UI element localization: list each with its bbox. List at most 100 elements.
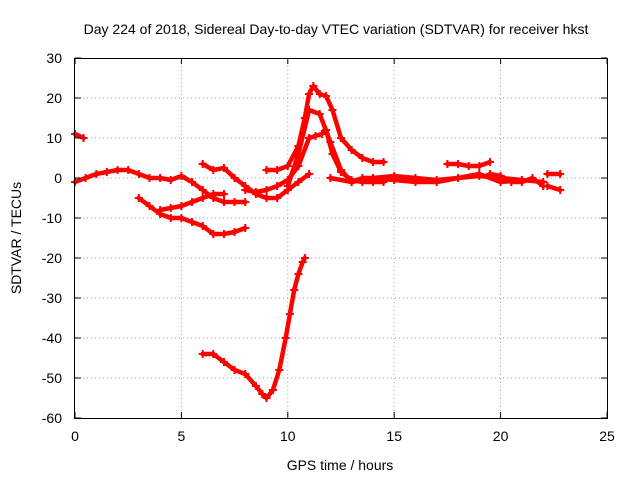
data-point bbox=[145, 202, 154, 210]
data-point bbox=[102, 168, 111, 176]
data-point bbox=[124, 166, 133, 174]
data-point bbox=[268, 386, 277, 394]
data-point bbox=[258, 390, 267, 398]
data-point bbox=[209, 190, 218, 198]
data-point bbox=[81, 174, 90, 182]
data-point bbox=[230, 366, 239, 374]
data-point bbox=[543, 170, 552, 178]
y-tick-label: -40 bbox=[42, 330, 62, 346]
x-tick-label: 25 bbox=[599, 428, 615, 444]
data-point bbox=[528, 174, 537, 182]
data-point bbox=[198, 186, 207, 194]
data-point bbox=[322, 92, 331, 100]
data-point bbox=[283, 162, 292, 170]
chart-title: Day 224 of 2018, Sidereal Day-to-day VTE… bbox=[84, 21, 589, 37]
data-point bbox=[241, 198, 250, 206]
data-point bbox=[432, 178, 441, 186]
data-point bbox=[326, 138, 335, 146]
y-tick-label: 0 bbox=[54, 170, 62, 186]
data-point bbox=[315, 110, 324, 118]
data-point bbox=[305, 90, 314, 98]
data-point bbox=[230, 198, 239, 206]
x-tick-label: 20 bbox=[493, 428, 509, 444]
series-track-f bbox=[200, 255, 308, 401]
data-point bbox=[285, 310, 294, 318]
data-point bbox=[305, 106, 314, 114]
data-point bbox=[326, 174, 335, 182]
data-point bbox=[262, 166, 271, 174]
data-point bbox=[156, 206, 165, 214]
data-point bbox=[454, 160, 463, 168]
data-point bbox=[485, 158, 494, 166]
data-point bbox=[219, 164, 228, 172]
data-point bbox=[368, 158, 377, 166]
y-tick-label: -20 bbox=[42, 250, 62, 266]
series-layer bbox=[71, 82, 565, 402]
plot-frame bbox=[74, 58, 608, 419]
data-point bbox=[134, 170, 143, 178]
data-point bbox=[251, 382, 260, 390]
x-tick-label: 0 bbox=[71, 428, 79, 444]
y-tick-label: -30 bbox=[42, 290, 62, 306]
x-tick-label: 5 bbox=[178, 428, 186, 444]
x-axis-label: GPS time / hours bbox=[287, 457, 394, 473]
data-point bbox=[262, 194, 271, 202]
data-point bbox=[209, 350, 218, 358]
data-point bbox=[219, 358, 228, 366]
y-tick-label: -60 bbox=[42, 410, 62, 426]
data-point bbox=[188, 198, 197, 206]
data-point bbox=[281, 334, 290, 342]
data-point bbox=[198, 350, 207, 358]
data-point bbox=[219, 190, 228, 198]
data-point bbox=[230, 228, 239, 236]
data-point bbox=[317, 130, 326, 138]
data-point bbox=[262, 186, 271, 194]
data-point bbox=[311, 132, 320, 140]
data-point bbox=[219, 230, 228, 238]
data-point bbox=[347, 146, 356, 154]
data-point bbox=[507, 178, 516, 186]
x-tick-label: 10 bbox=[280, 428, 296, 444]
data-point bbox=[315, 90, 324, 98]
data-point bbox=[275, 366, 284, 374]
data-point bbox=[294, 270, 303, 278]
ticks: 0 5 10 15 20 25 -60 -50 -40 -30 -20 -10 0 10 20 30 bbox=[42, 50, 615, 444]
data-point bbox=[454, 174, 463, 182]
data-point bbox=[209, 166, 218, 174]
data-point bbox=[556, 186, 565, 194]
data-point bbox=[209, 230, 218, 238]
data-point bbox=[92, 170, 101, 178]
data-point bbox=[198, 222, 207, 230]
data-point bbox=[300, 254, 309, 262]
data-point bbox=[166, 214, 175, 222]
data-point bbox=[273, 182, 282, 190]
data-point bbox=[188, 218, 197, 226]
data-point bbox=[241, 224, 250, 232]
data-point bbox=[198, 194, 207, 202]
data-point bbox=[337, 134, 345, 142]
data-point bbox=[241, 370, 250, 378]
data-point bbox=[177, 214, 186, 222]
data-point bbox=[485, 170, 494, 178]
data-point bbox=[166, 176, 175, 184]
data-point bbox=[517, 178, 526, 186]
data-point bbox=[134, 194, 143, 202]
data-point bbox=[177, 202, 186, 210]
y-tick-label: 20 bbox=[46, 90, 62, 106]
data-point bbox=[443, 160, 452, 168]
data-point bbox=[166, 204, 175, 212]
data-point bbox=[337, 166, 345, 174]
data-point bbox=[543, 182, 552, 190]
grid bbox=[75, 58, 607, 418]
y-tick-label: 30 bbox=[46, 50, 62, 66]
data-point bbox=[309, 82, 318, 90]
data-point bbox=[411, 178, 420, 186]
data-point bbox=[556, 170, 565, 178]
data-point bbox=[241, 186, 250, 194]
data-point bbox=[464, 162, 473, 170]
data-point bbox=[251, 188, 260, 196]
data-point bbox=[156, 174, 165, 182]
data-point bbox=[294, 150, 303, 158]
y-axis-label: SDTVAR / TECUs bbox=[8, 182, 24, 294]
